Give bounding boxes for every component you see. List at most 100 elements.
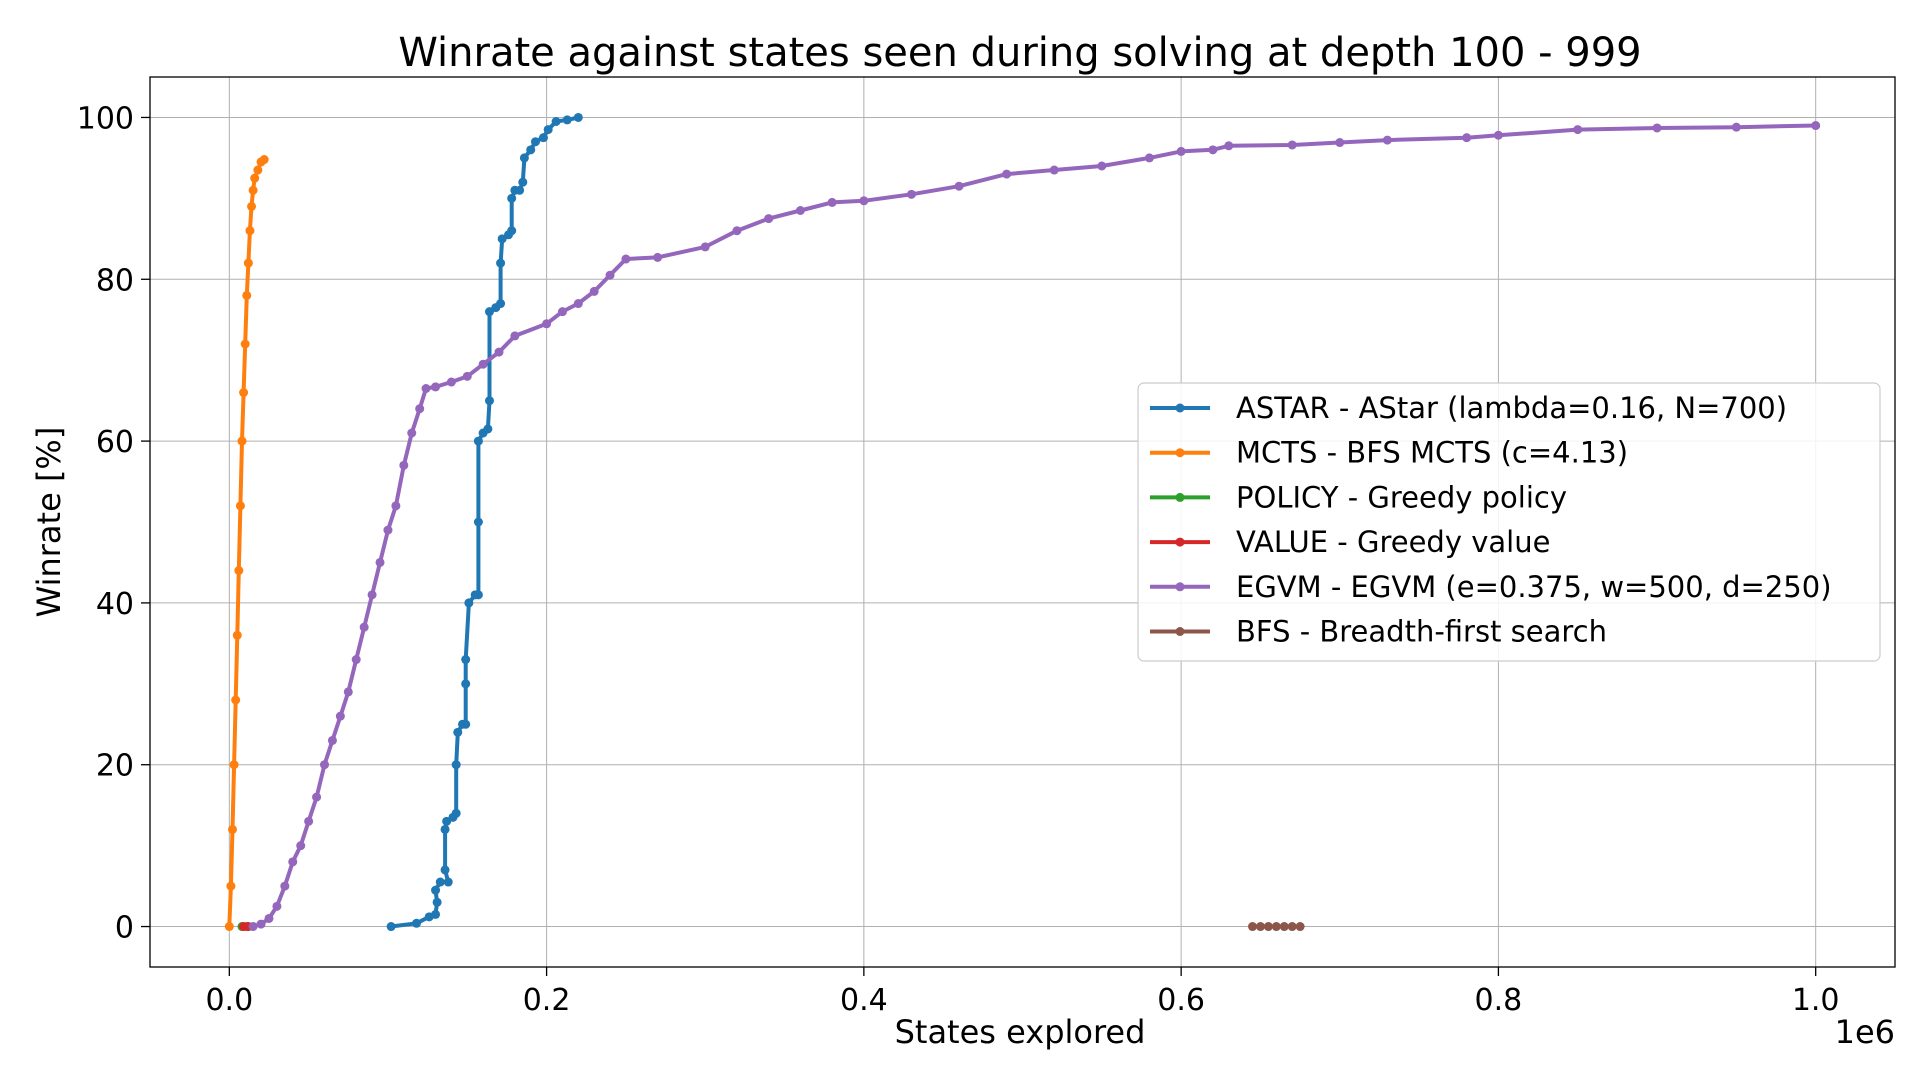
- data-point: [327, 735, 337, 745]
- data-point: [519, 153, 529, 163]
- data-point: [407, 428, 417, 438]
- data-point: [1255, 922, 1265, 932]
- data-point: [507, 193, 517, 203]
- data-point: [859, 196, 869, 206]
- data-point: [243, 258, 253, 268]
- data-point: [1279, 922, 1289, 932]
- y-tick-label: 0: [115, 911, 134, 946]
- data-point: [240, 339, 250, 349]
- data-point: [232, 630, 242, 640]
- data-point: [1263, 922, 1273, 932]
- y-tick-label: 100: [77, 101, 134, 136]
- y-tick-label: 60: [96, 425, 134, 460]
- data-point: [483, 424, 493, 434]
- data-point: [562, 115, 572, 125]
- data-point: [304, 816, 314, 826]
- data-point: [653, 252, 663, 262]
- data-point: [494, 347, 504, 357]
- legend-entry-label: BFS - Breadth-first search: [1236, 615, 1607, 649]
- data-point: [1335, 138, 1345, 148]
- data-point: [272, 901, 282, 911]
- data-point: [573, 112, 583, 122]
- data-point: [312, 792, 322, 802]
- data-point: [351, 655, 361, 665]
- data-point: [1248, 922, 1258, 932]
- data-point: [235, 501, 245, 511]
- data-point: [440, 865, 450, 875]
- data-point: [250, 173, 260, 183]
- data-point: [320, 760, 329, 770]
- data-point: [1811, 121, 1821, 131]
- data-point: [530, 137, 540, 147]
- data-point: [515, 185, 525, 195]
- data-point: [226, 881, 236, 891]
- series-layer: [224, 112, 1821, 932]
- data-point: [259, 155, 269, 165]
- data-point: [621, 254, 631, 264]
- data-point: [451, 808, 461, 818]
- series-5: [1248, 922, 1305, 932]
- data-point: [288, 857, 298, 867]
- data-point: [453, 727, 463, 737]
- legend-entry-label: VALUE - Greedy value: [1236, 525, 1550, 559]
- legend-entry-label: MCTS - BFS MCTS (c=4.13): [1236, 436, 1628, 470]
- data-point: [375, 557, 385, 567]
- legend-swatch-marker: [1175, 448, 1185, 458]
- data-point: [343, 687, 353, 697]
- data-point: [296, 841, 306, 851]
- chart-title: Winrate against states seen during solvi…: [398, 30, 1641, 76]
- data-point: [415, 404, 425, 414]
- data-point: [435, 877, 445, 887]
- y-tick-label: 80: [96, 263, 134, 298]
- data-point: [1176, 146, 1186, 156]
- data-point: [473, 436, 483, 446]
- data-point: [253, 165, 263, 175]
- data-point: [589, 286, 599, 296]
- data-point: [1462, 133, 1472, 143]
- data-point: [237, 436, 247, 446]
- x-axis-offset-label: 1e6: [1835, 1013, 1895, 1051]
- data-point: [1652, 123, 1662, 133]
- data-point: [526, 145, 536, 155]
- data-point: [229, 760, 239, 770]
- data-point: [543, 125, 553, 135]
- data-point: [443, 877, 453, 887]
- x-tick-label: 0.2: [523, 983, 571, 1018]
- legend-swatch-marker: [1175, 537, 1185, 547]
- data-point: [1208, 145, 1218, 155]
- data-point: [431, 382, 441, 392]
- data-point: [431, 885, 441, 895]
- data-point: [248, 185, 258, 195]
- data-point: [256, 919, 266, 929]
- series-4: [248, 121, 1821, 932]
- y-tick-label: 40: [96, 587, 134, 622]
- data-point: [461, 655, 471, 665]
- data-point: [478, 359, 488, 369]
- data-point: [1382, 135, 1392, 145]
- legend-entry-label: POLICY - Greedy policy: [1236, 480, 1567, 514]
- x-tick-label: 0.0: [205, 983, 253, 1018]
- data-point: [551, 117, 561, 126]
- data-point: [391, 501, 401, 511]
- data-point: [473, 517, 483, 527]
- legend: ASTAR - AStar (lambda=0.16, N=700) MCTS -…: [1137, 382, 1881, 662]
- data-point: [280, 881, 290, 891]
- y-axis-label: Winrate [%]: [30, 427, 68, 618]
- data-point: [557, 307, 567, 317]
- data-point: [1097, 161, 1107, 171]
- data-point: [386, 922, 396, 932]
- data-point: [432, 897, 442, 907]
- data-point: [538, 133, 548, 143]
- y-tick-label: 20: [96, 749, 134, 784]
- data-point: [496, 299, 506, 309]
- data-point: [827, 197, 837, 207]
- data-point: [383, 525, 393, 535]
- data-point: [264, 913, 274, 923]
- data-point: [440, 824, 450, 834]
- data-point: [764, 214, 774, 224]
- plot-frame: [149, 76, 1896, 968]
- data-point: [421, 384, 431, 393]
- data-point: [242, 290, 252, 300]
- data-point: [732, 226, 742, 236]
- legend-entry-label: EGVM - EGVM (e=0.375, w=500, d=250): [1236, 570, 1832, 604]
